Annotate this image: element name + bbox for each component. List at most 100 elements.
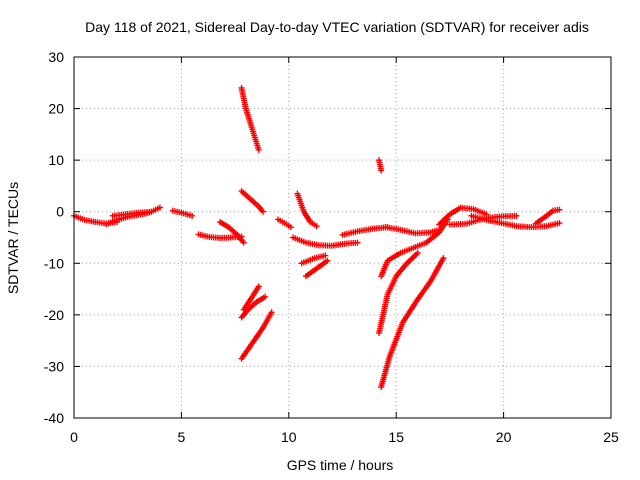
plot-frame [73, 56, 612, 419]
data-point-trail [399, 227, 417, 236]
axis-ticks [73, 56, 612, 419]
data-point-trail [300, 255, 316, 266]
data-point-trail [424, 230, 441, 245]
data-point-trail [448, 205, 462, 217]
data-point-trail [292, 235, 307, 245]
data-point-trail [171, 208, 183, 216]
data-point-trail [437, 212, 452, 227]
data-point [156, 204, 163, 211]
y-tick-label: 10 [48, 152, 64, 168]
data-point-trail [387, 321, 405, 358]
data-point-trail [386, 251, 402, 263]
data-point-trail [545, 208, 555, 218]
data-point-trail [428, 256, 446, 283]
data-point-trail [250, 285, 261, 299]
data-point [268, 309, 275, 316]
series-arc-13 [294, 190, 320, 230]
x-tick-label: 20 [496, 429, 512, 445]
data-point-trail [301, 210, 313, 224]
series-arc-15 [298, 252, 329, 267]
x-tick-label: 15 [388, 429, 404, 445]
data-point [255, 283, 262, 290]
data-point [324, 257, 331, 264]
data-point-trail [400, 298, 420, 324]
data-point-trail [552, 206, 561, 214]
data-point-trail [239, 308, 250, 319]
x-tick-label: 10 [281, 429, 297, 445]
data-point-trail [277, 217, 286, 225]
x-tick-label: 5 [178, 429, 186, 445]
series-arc-18 [376, 157, 385, 174]
data-point-trail [429, 227, 441, 235]
data-point [378, 167, 385, 174]
series-arc-10 [240, 283, 262, 313]
data-point-trail [73, 213, 86, 223]
data-point [148, 208, 155, 215]
data-point-trail [94, 219, 108, 227]
grid-lines [74, 57, 611, 418]
data-point [255, 146, 262, 153]
data-point-trail [246, 300, 258, 312]
x-tick-label: 0 [70, 429, 78, 445]
data-point-trail [105, 217, 118, 227]
series-arc-16 [302, 257, 331, 280]
data-point-trail [283, 221, 292, 229]
series-arc-19 [382, 224, 443, 237]
x-axis-label: GPS time / hours [287, 457, 394, 473]
data-point-trail [255, 294, 267, 304]
data-point [322, 252, 329, 259]
data-point-trail [261, 311, 274, 329]
data-point-trail [238, 87, 249, 110]
data-point-trail [376, 159, 384, 172]
data-point-trail [239, 341, 255, 360]
data-points [71, 84, 563, 391]
y-tick-label: 30 [48, 49, 64, 65]
data-point-trail [304, 266, 318, 278]
data-point-trail [315, 258, 329, 271]
y-tick-label: -40 [44, 410, 64, 426]
data-point-trail [376, 293, 391, 334]
data-point-trail [545, 220, 561, 229]
data-point-trail [235, 233, 246, 245]
data-point [189, 212, 196, 219]
data-point-trail [394, 261, 409, 278]
data-point-trail [500, 220, 518, 229]
data-point-trail [197, 231, 211, 240]
series-arc-26 [532, 206, 563, 227]
series-arc-23 [436, 204, 490, 228]
series-arc-11 [238, 309, 275, 362]
data-point [414, 249, 421, 256]
series-arc-7 [238, 84, 262, 153]
series-arc-6 [217, 219, 247, 246]
data-point-trail [459, 204, 475, 212]
data-point-trail [385, 275, 399, 296]
data-point-trail [295, 192, 307, 213]
y-tick-label: -20 [44, 307, 64, 323]
data-point [556, 206, 563, 213]
data-point-trail [384, 224, 402, 233]
data-point [262, 293, 269, 300]
series-arc-8 [238, 188, 267, 215]
data-point-trail [437, 218, 450, 234]
chart-title: Day 118 of 2021, Sidereal Day-to-day VTE… [85, 19, 589, 35]
series-arc-12 [275, 216, 294, 231]
data-point [260, 208, 267, 215]
y-tick-label: 20 [48, 101, 64, 117]
series-arc-20 [376, 249, 421, 336]
data-point-trail [309, 220, 318, 228]
y-axis-label: SDTVAR / TECUs [5, 182, 21, 294]
data-point-trail [330, 241, 346, 249]
data-point-trail [534, 214, 548, 226]
series-arc-25 [468, 212, 563, 231]
data-point-trail [257, 205, 265, 213]
data-point-trail [412, 240, 428, 250]
data-point [240, 239, 247, 246]
data-point-trail [341, 228, 359, 238]
y-tick-labels: 30 20 10 0 -10 -20 -30 -40 [44, 49, 64, 426]
data-point-trail [305, 240, 320, 248]
y-tick-label: 0 [56, 204, 64, 220]
data-point [313, 223, 320, 230]
data-point [287, 224, 294, 231]
data-point-trail [472, 206, 488, 217]
